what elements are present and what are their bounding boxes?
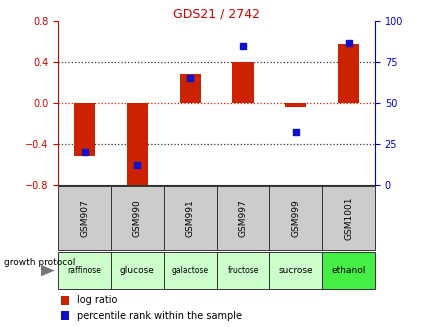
Bar xyxy=(61,296,69,305)
Text: growth protocol: growth protocol xyxy=(4,258,76,267)
FancyBboxPatch shape xyxy=(111,252,163,289)
Polygon shape xyxy=(41,265,55,276)
FancyBboxPatch shape xyxy=(163,186,216,250)
Text: glucose: glucose xyxy=(120,266,154,275)
Text: GSM1001: GSM1001 xyxy=(343,197,352,240)
Text: sucrose: sucrose xyxy=(278,266,312,275)
Text: GSM990: GSM990 xyxy=(132,199,141,237)
Bar xyxy=(179,74,200,103)
Bar xyxy=(74,103,95,156)
Text: raffinose: raffinose xyxy=(68,266,101,275)
Text: percentile rank within the sample: percentile rank within the sample xyxy=(77,311,242,321)
FancyBboxPatch shape xyxy=(322,186,374,250)
Point xyxy=(292,130,298,135)
Text: GSM997: GSM997 xyxy=(238,199,247,237)
Point xyxy=(239,43,246,48)
Text: GSM999: GSM999 xyxy=(291,199,300,237)
FancyBboxPatch shape xyxy=(269,186,322,250)
Bar xyxy=(337,44,358,103)
Point xyxy=(81,149,88,155)
FancyBboxPatch shape xyxy=(269,252,322,289)
FancyBboxPatch shape xyxy=(163,252,216,289)
Bar xyxy=(61,311,69,320)
Text: galactose: galactose xyxy=(171,266,208,275)
FancyBboxPatch shape xyxy=(216,186,269,250)
Bar xyxy=(126,103,147,187)
Point xyxy=(186,76,193,81)
FancyBboxPatch shape xyxy=(111,186,163,250)
FancyBboxPatch shape xyxy=(58,252,111,289)
Bar xyxy=(232,62,253,103)
Title: GDS21 / 2742: GDS21 / 2742 xyxy=(173,7,259,20)
FancyBboxPatch shape xyxy=(58,186,111,250)
Bar xyxy=(285,103,306,107)
Point xyxy=(344,40,351,45)
Text: GSM991: GSM991 xyxy=(185,199,194,237)
Text: log ratio: log ratio xyxy=(77,295,117,305)
Point xyxy=(134,163,141,168)
Text: GSM907: GSM907 xyxy=(80,199,89,237)
FancyBboxPatch shape xyxy=(322,252,374,289)
Text: ethanol: ethanol xyxy=(331,266,365,275)
FancyBboxPatch shape xyxy=(216,252,269,289)
Text: fructose: fructose xyxy=(227,266,258,275)
